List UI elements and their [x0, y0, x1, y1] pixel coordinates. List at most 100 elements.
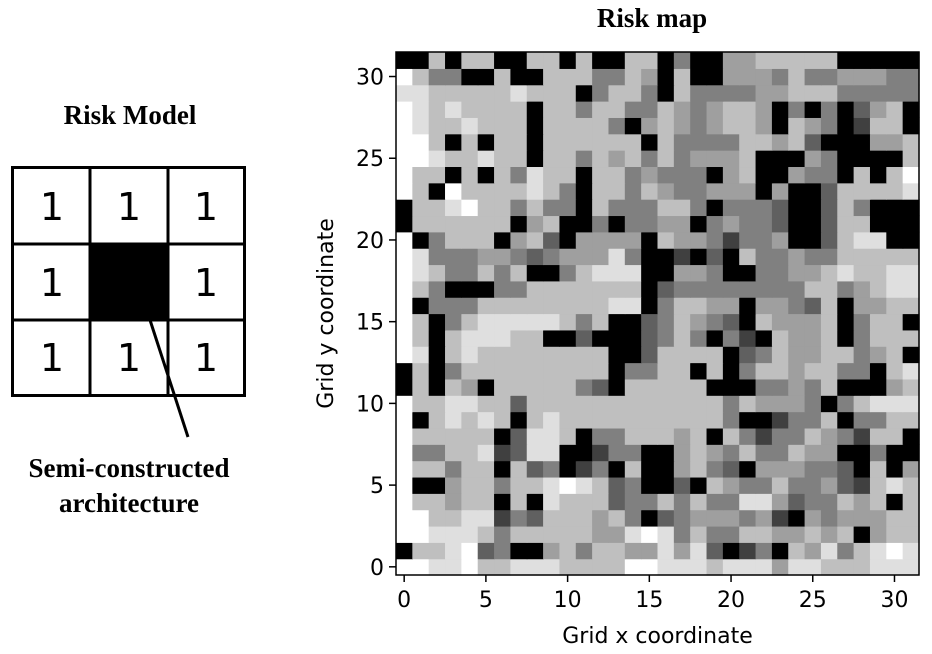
- heatmap-cell: [624, 476, 642, 494]
- heatmap-cell: [804, 542, 822, 560]
- heatmap-cell: [510, 558, 528, 576]
- heatmap-cell: [575, 558, 593, 576]
- heatmap-cell: [869, 493, 887, 511]
- heatmap-cell: [543, 150, 561, 168]
- heatmap-cell: [608, 68, 626, 86]
- heatmap-cell: [902, 297, 920, 315]
- heatmap-cell: [820, 444, 838, 462]
- heatmap-cell: [804, 395, 822, 413]
- heatmap-cell: [575, 101, 593, 118]
- heatmap-cell: [575, 166, 593, 184]
- heatmap-cell: [902, 460, 920, 478]
- heatmap-cell: [902, 509, 920, 527]
- heatmap-cell: [673, 558, 691, 576]
- heatmap-cell: [722, 460, 740, 478]
- heatmap-cell: [461, 509, 479, 527]
- heatmap-cell: [494, 215, 512, 233]
- caption-line-1: Semi-constructed: [28, 453, 230, 483]
- heatmap-cell: [690, 509, 708, 527]
- heatmap-cell: [739, 427, 757, 445]
- heatmap-cell: [690, 329, 708, 347]
- heatmap-cell: [706, 460, 724, 478]
- heatmap-cell: [820, 52, 838, 69]
- heatmap-cell: [755, 264, 773, 282]
- heatmap-cell: [706, 411, 724, 429]
- heatmap-cell: [412, 199, 430, 217]
- heatmap-cell: [477, 362, 495, 380]
- heatmap-cell: [739, 509, 757, 527]
- heatmap-cell: [428, 411, 446, 429]
- heatmap-cell: [771, 280, 789, 298]
- heatmap-cell: [657, 525, 675, 543]
- heatmap-cell: [869, 558, 887, 576]
- heatmap-cell: [788, 264, 806, 282]
- heatmap-cell: [739, 280, 757, 298]
- heatmap-cell: [396, 542, 413, 560]
- heatmap-cell: [837, 297, 855, 315]
- heatmap-cell: [657, 248, 675, 266]
- heatmap-cell: [608, 362, 626, 380]
- heatmap-cell: [641, 199, 659, 217]
- heatmap-cell: [853, 248, 871, 266]
- heatmap-cell: [837, 329, 855, 347]
- heatmap-cell: [722, 329, 740, 347]
- heatmap-cell: [412, 378, 430, 396]
- heatmap-cell: [869, 84, 887, 102]
- heatmap-cell: [886, 101, 904, 118]
- heatmap-cell: [657, 313, 675, 331]
- heatmap-cell: [869, 52, 887, 69]
- heatmap-cell: [445, 329, 462, 347]
- heatmap-cell: [575, 297, 593, 315]
- heatmap-cell: [706, 248, 724, 266]
- heatmap-cell: [510, 150, 528, 168]
- heatmap-cell: [690, 476, 708, 494]
- heatmap-cell: [755, 476, 773, 494]
- y-tick-label: 30: [356, 66, 384, 91]
- heatmap-cell: [428, 493, 446, 511]
- heatmap-cell: [428, 231, 446, 249]
- heatmap-cell: [624, 313, 642, 331]
- heatmap-cell: [755, 558, 773, 576]
- heatmap-cell: [641, 558, 659, 576]
- heatmap-cell: [673, 52, 691, 69]
- x-axis-label: Grid x coordinate: [562, 624, 753, 649]
- heatmap-cell: [592, 117, 610, 135]
- heatmap-cell: [428, 248, 446, 266]
- heatmap-cell: [820, 460, 838, 478]
- heatmap-cell: [624, 525, 642, 543]
- heatmap-cell: [690, 362, 708, 380]
- heatmap-cell: [543, 362, 561, 380]
- heatmap-cell: [608, 460, 626, 478]
- heatmap-cell: [445, 427, 462, 445]
- heatmap-cell: [526, 52, 544, 69]
- heatmap-cell: [788, 182, 806, 200]
- heatmap-cell: [592, 150, 610, 168]
- heatmap-cell: [396, 493, 413, 511]
- heatmap-cell: [657, 476, 675, 494]
- heatmap-cell: [804, 248, 822, 266]
- heatmap-cell: [396, 395, 413, 413]
- heatmap-cell: [526, 101, 544, 118]
- heatmap-cell: [657, 378, 675, 396]
- heatmap-cell: [592, 378, 610, 396]
- heatmap-cell: [526, 460, 544, 478]
- heatmap-cell: [804, 84, 822, 102]
- heatmap-cell: [396, 215, 413, 233]
- heatmap-cell: [837, 248, 855, 266]
- heatmap-cell: [804, 52, 822, 69]
- heatmap-cell: [396, 444, 413, 462]
- heatmap-cell: [869, 542, 887, 560]
- heatmap-cell: [690, 166, 708, 184]
- heatmap-cell: [510, 215, 528, 233]
- heatmap-cell: [837, 101, 855, 118]
- heatmap-cell: [706, 444, 724, 462]
- heatmap-cell: [837, 182, 855, 200]
- heatmap-cell: [690, 199, 708, 217]
- heatmap-cell: [804, 346, 822, 364]
- heatmap-cell: [575, 199, 593, 217]
- heatmap-cell: [510, 68, 528, 86]
- heatmap-cell: [902, 329, 920, 347]
- heatmap-cell: [771, 117, 789, 135]
- heatmap-cell: [902, 248, 920, 266]
- heatmap-cell: [902, 264, 920, 282]
